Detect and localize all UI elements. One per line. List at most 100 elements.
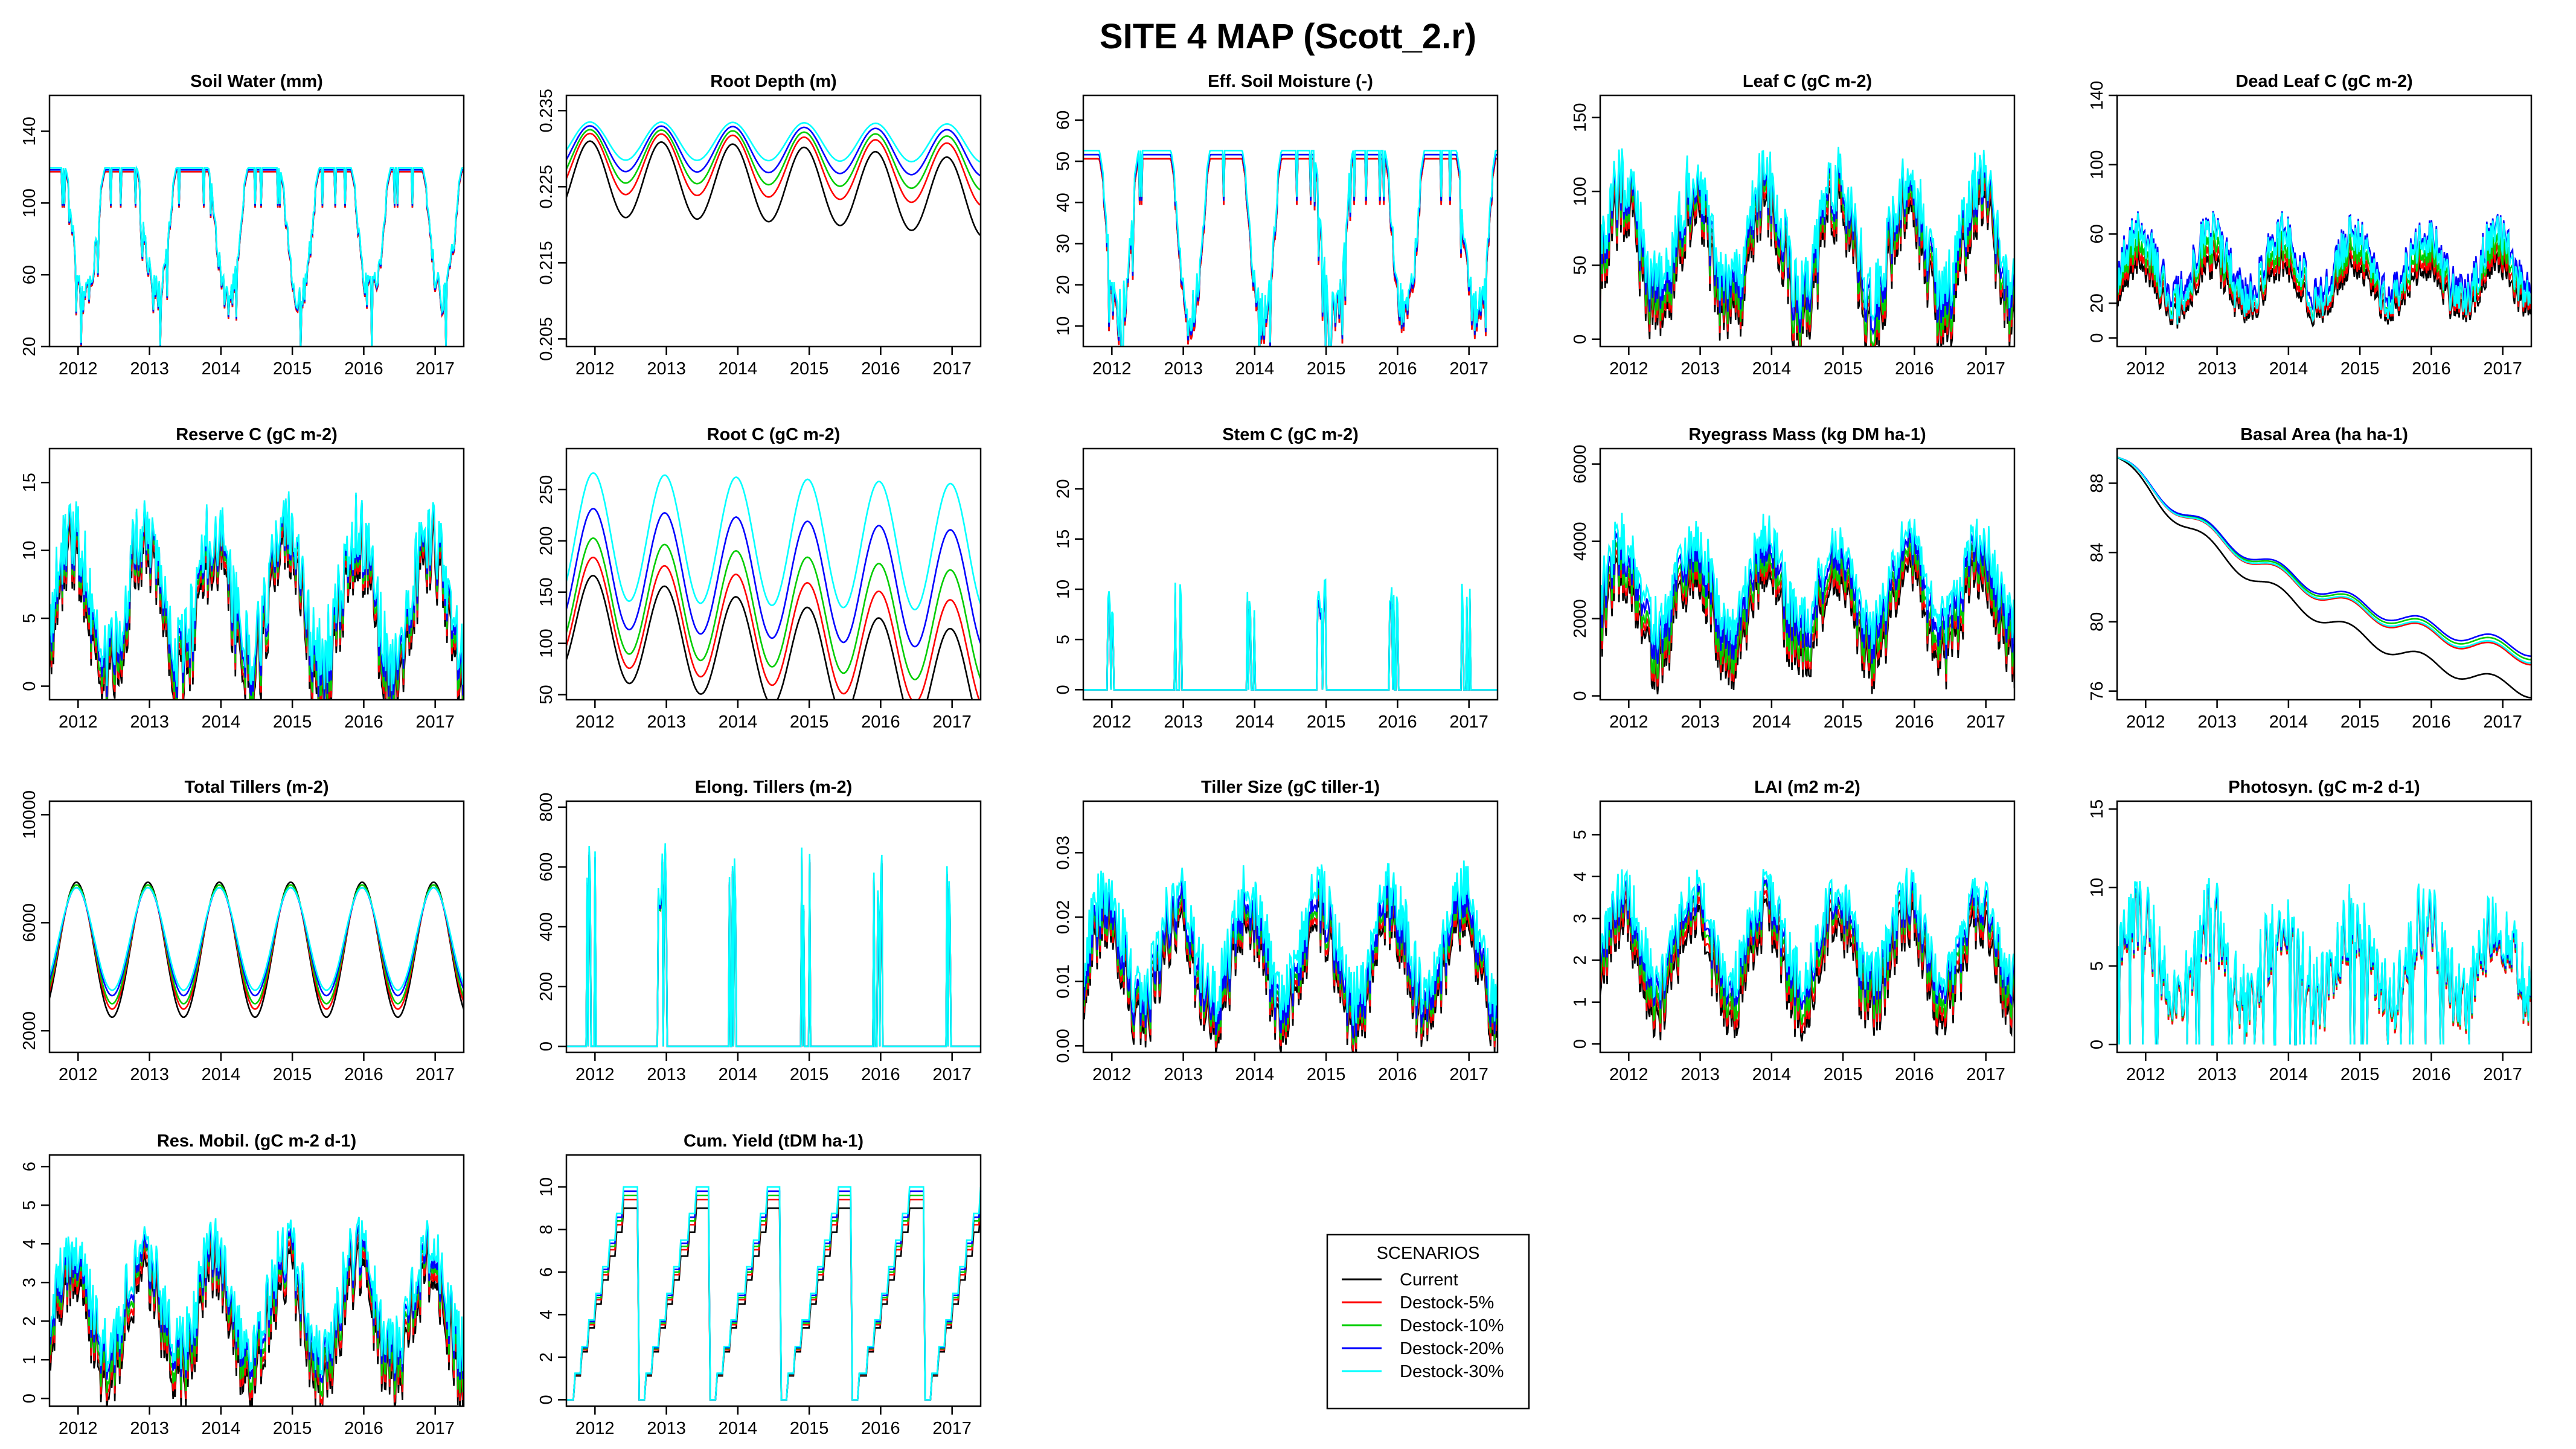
x-tick-label: 2016 xyxy=(2412,1065,2451,1084)
panel-4: Leaf C (gC m-2) 2012 2013 2014 2015 2016 2017 0… xyxy=(1571,72,2016,379)
plot-frame xyxy=(1082,447,1499,701)
series-lines xyxy=(1083,860,1498,1052)
x-tick-label: 2017 xyxy=(932,1419,972,1438)
x-tick-label: 2013 xyxy=(1164,359,1203,379)
x-tick-label: 2013 xyxy=(647,1419,686,1438)
y-tick-label: 4 xyxy=(1571,872,1590,881)
series-lines xyxy=(50,165,464,347)
y-tick-label: 400 xyxy=(537,912,556,941)
x-tick-label: 2012 xyxy=(59,712,98,732)
series-line-destock-5- xyxy=(1083,158,1498,347)
x-tick-label: 2014 xyxy=(202,712,241,732)
x-tick-label: 2013 xyxy=(130,1419,169,1438)
x-tick-label: 2014 xyxy=(1235,1065,1275,1084)
y-tick-label: 0 xyxy=(537,1395,556,1404)
y-tick-label: 5 xyxy=(20,613,39,623)
panel-title: Ryegrass Mass (kg DM ha-1) xyxy=(1688,425,1926,444)
x-tick-label: 2017 xyxy=(2483,1065,2522,1084)
series-line-destock-10- xyxy=(566,129,981,191)
legend-item-label: Current xyxy=(1400,1270,1458,1290)
y-tick-label: 10000 xyxy=(20,790,39,839)
x-tick-label: 2015 xyxy=(790,359,829,379)
y-tick-label: 4 xyxy=(537,1310,556,1319)
panel-10: Basal Area (ha ha-1) 2012 2013 2014 2015 2016… xyxy=(2087,425,2533,732)
x-tick-label: 2015 xyxy=(2341,1065,2380,1084)
x-tick-label: 2012 xyxy=(575,1419,615,1438)
x-tick-label: 2016 xyxy=(344,359,383,379)
x-tick-label: 2015 xyxy=(273,359,312,379)
x-tick-label: 2017 xyxy=(415,1419,455,1438)
y-tick-label: 15 xyxy=(2087,799,2107,819)
x-tick-label: 2014 xyxy=(719,712,758,732)
x-tick-label: 2016 xyxy=(344,1065,383,1084)
panel-title: Dead Leaf C (gC m-2) xyxy=(2235,72,2412,91)
x-tick-label: 2016 xyxy=(1378,1065,1417,1084)
plot-frame xyxy=(565,94,982,348)
panel-title: Res. Mobil. (gC m-2 d-1) xyxy=(157,1131,356,1151)
y-tick-label: 3 xyxy=(1571,913,1590,923)
x-tick-label: 2015 xyxy=(1824,712,1863,732)
y-tick-label: 2 xyxy=(20,1316,39,1326)
x-tick-label: 2014 xyxy=(202,1419,241,1438)
panel-title: LAI (m2 m-2) xyxy=(1754,778,1860,797)
panel-13: Tiller Size (gC tiller-1) 2012 2013 2014 201… xyxy=(1054,778,1499,1084)
x-tick-label: 2016 xyxy=(2412,359,2451,379)
panel-17: Cum. Yield (tDM ha-1)2012 2013 2014 2015 201… xyxy=(537,1131,982,1438)
x-tick-label: 2016 xyxy=(1895,1065,1934,1084)
y-tick-label: 2000 xyxy=(1571,599,1590,638)
y-tick-label: 6000 xyxy=(20,903,39,942)
series-line-destock-10- xyxy=(2117,456,2531,661)
y-tick-label: 0.235 xyxy=(537,89,556,133)
series-line-destock-30- xyxy=(566,472,981,611)
panel-5: Dead Leaf C (gC m-2) 2012 2013 2014 2015 2016… xyxy=(2087,72,2533,379)
y-tick-label: 88 xyxy=(2087,473,2107,493)
x-tick-label: 2012 xyxy=(2126,1065,2165,1084)
y-tick-label: 60 xyxy=(1054,110,1073,130)
x-tick-label: 2017 xyxy=(2483,359,2522,379)
y-tick-label: 10 xyxy=(2087,878,2107,897)
x-tick-label: 2016 xyxy=(861,359,900,379)
panels: Soil Water (mm)2012 2013 2014 2015 2016 20172… xyxy=(20,72,2533,1438)
plot-frame xyxy=(2116,800,2533,1054)
series-line-destock-30- xyxy=(1600,868,2014,1002)
plot-frame xyxy=(1599,94,2016,348)
x-tick-label: 2012 xyxy=(575,359,615,379)
series-line-destock-20- xyxy=(566,125,981,177)
panel-1: Soil Water (mm) 2012 2013 2014 2015 2016 2017 2… xyxy=(20,72,465,379)
x-tick-label: 2015 xyxy=(273,1065,312,1084)
x-tick-label: 2013 xyxy=(2197,712,2237,732)
x-tick-label: 2017 xyxy=(1449,359,1488,379)
legend-item-label: Destock-10% xyxy=(1400,1316,1504,1335)
series-line-destock-10- xyxy=(566,852,981,1048)
y-tick-label: 6 xyxy=(20,1162,39,1171)
y-tick-label: 4000 xyxy=(1571,522,1590,561)
x-tick-label: 2012 xyxy=(1609,359,1648,379)
panel-title: Stem C (gC m-2) xyxy=(1222,425,1359,444)
panel-title: Cum. Yield (tDM ha-1) xyxy=(684,1131,863,1151)
x-tick-label: 2017 xyxy=(932,1065,972,1084)
legend-item-label: Destock-5% xyxy=(1400,1293,1494,1313)
x-tick-label: 2013 xyxy=(647,712,686,732)
panel-title: Root C (gC m-2) xyxy=(707,425,841,444)
panel-12: Elong. Tillers (m-2) 2012 2013 2014 2015 2016… xyxy=(537,778,982,1084)
series-line-destock-30- xyxy=(2117,456,2531,664)
series-line-current xyxy=(566,574,973,700)
series-lines xyxy=(50,881,464,1019)
series-line-destock-5- xyxy=(2117,456,2531,666)
x-tick-label: 2016 xyxy=(1895,712,1934,732)
series-lines xyxy=(1600,513,2014,695)
series-lines xyxy=(50,1217,464,1406)
y-tick-label: 5 xyxy=(1054,635,1073,644)
y-tick-label: 200 xyxy=(537,526,556,555)
x-tick-label: 2013 xyxy=(647,1065,686,1084)
plot-frame xyxy=(2116,94,2533,348)
y-tick-label: 50 xyxy=(1054,152,1073,171)
x-tick-label: 2012 xyxy=(575,712,615,732)
x-tick-label: 2015 xyxy=(2341,359,2380,379)
series-line-destock-20- xyxy=(2117,456,2531,657)
series-lines xyxy=(2117,878,2531,1046)
panel-9: Ryegrass Mass (kg DM ha-1) 2012 2013 2014 20… xyxy=(1571,425,2016,732)
y-tick-label: 10 xyxy=(1054,316,1073,336)
y-tick-label: 0 xyxy=(537,1041,556,1051)
x-tick-label: 2012 xyxy=(59,1065,98,1084)
